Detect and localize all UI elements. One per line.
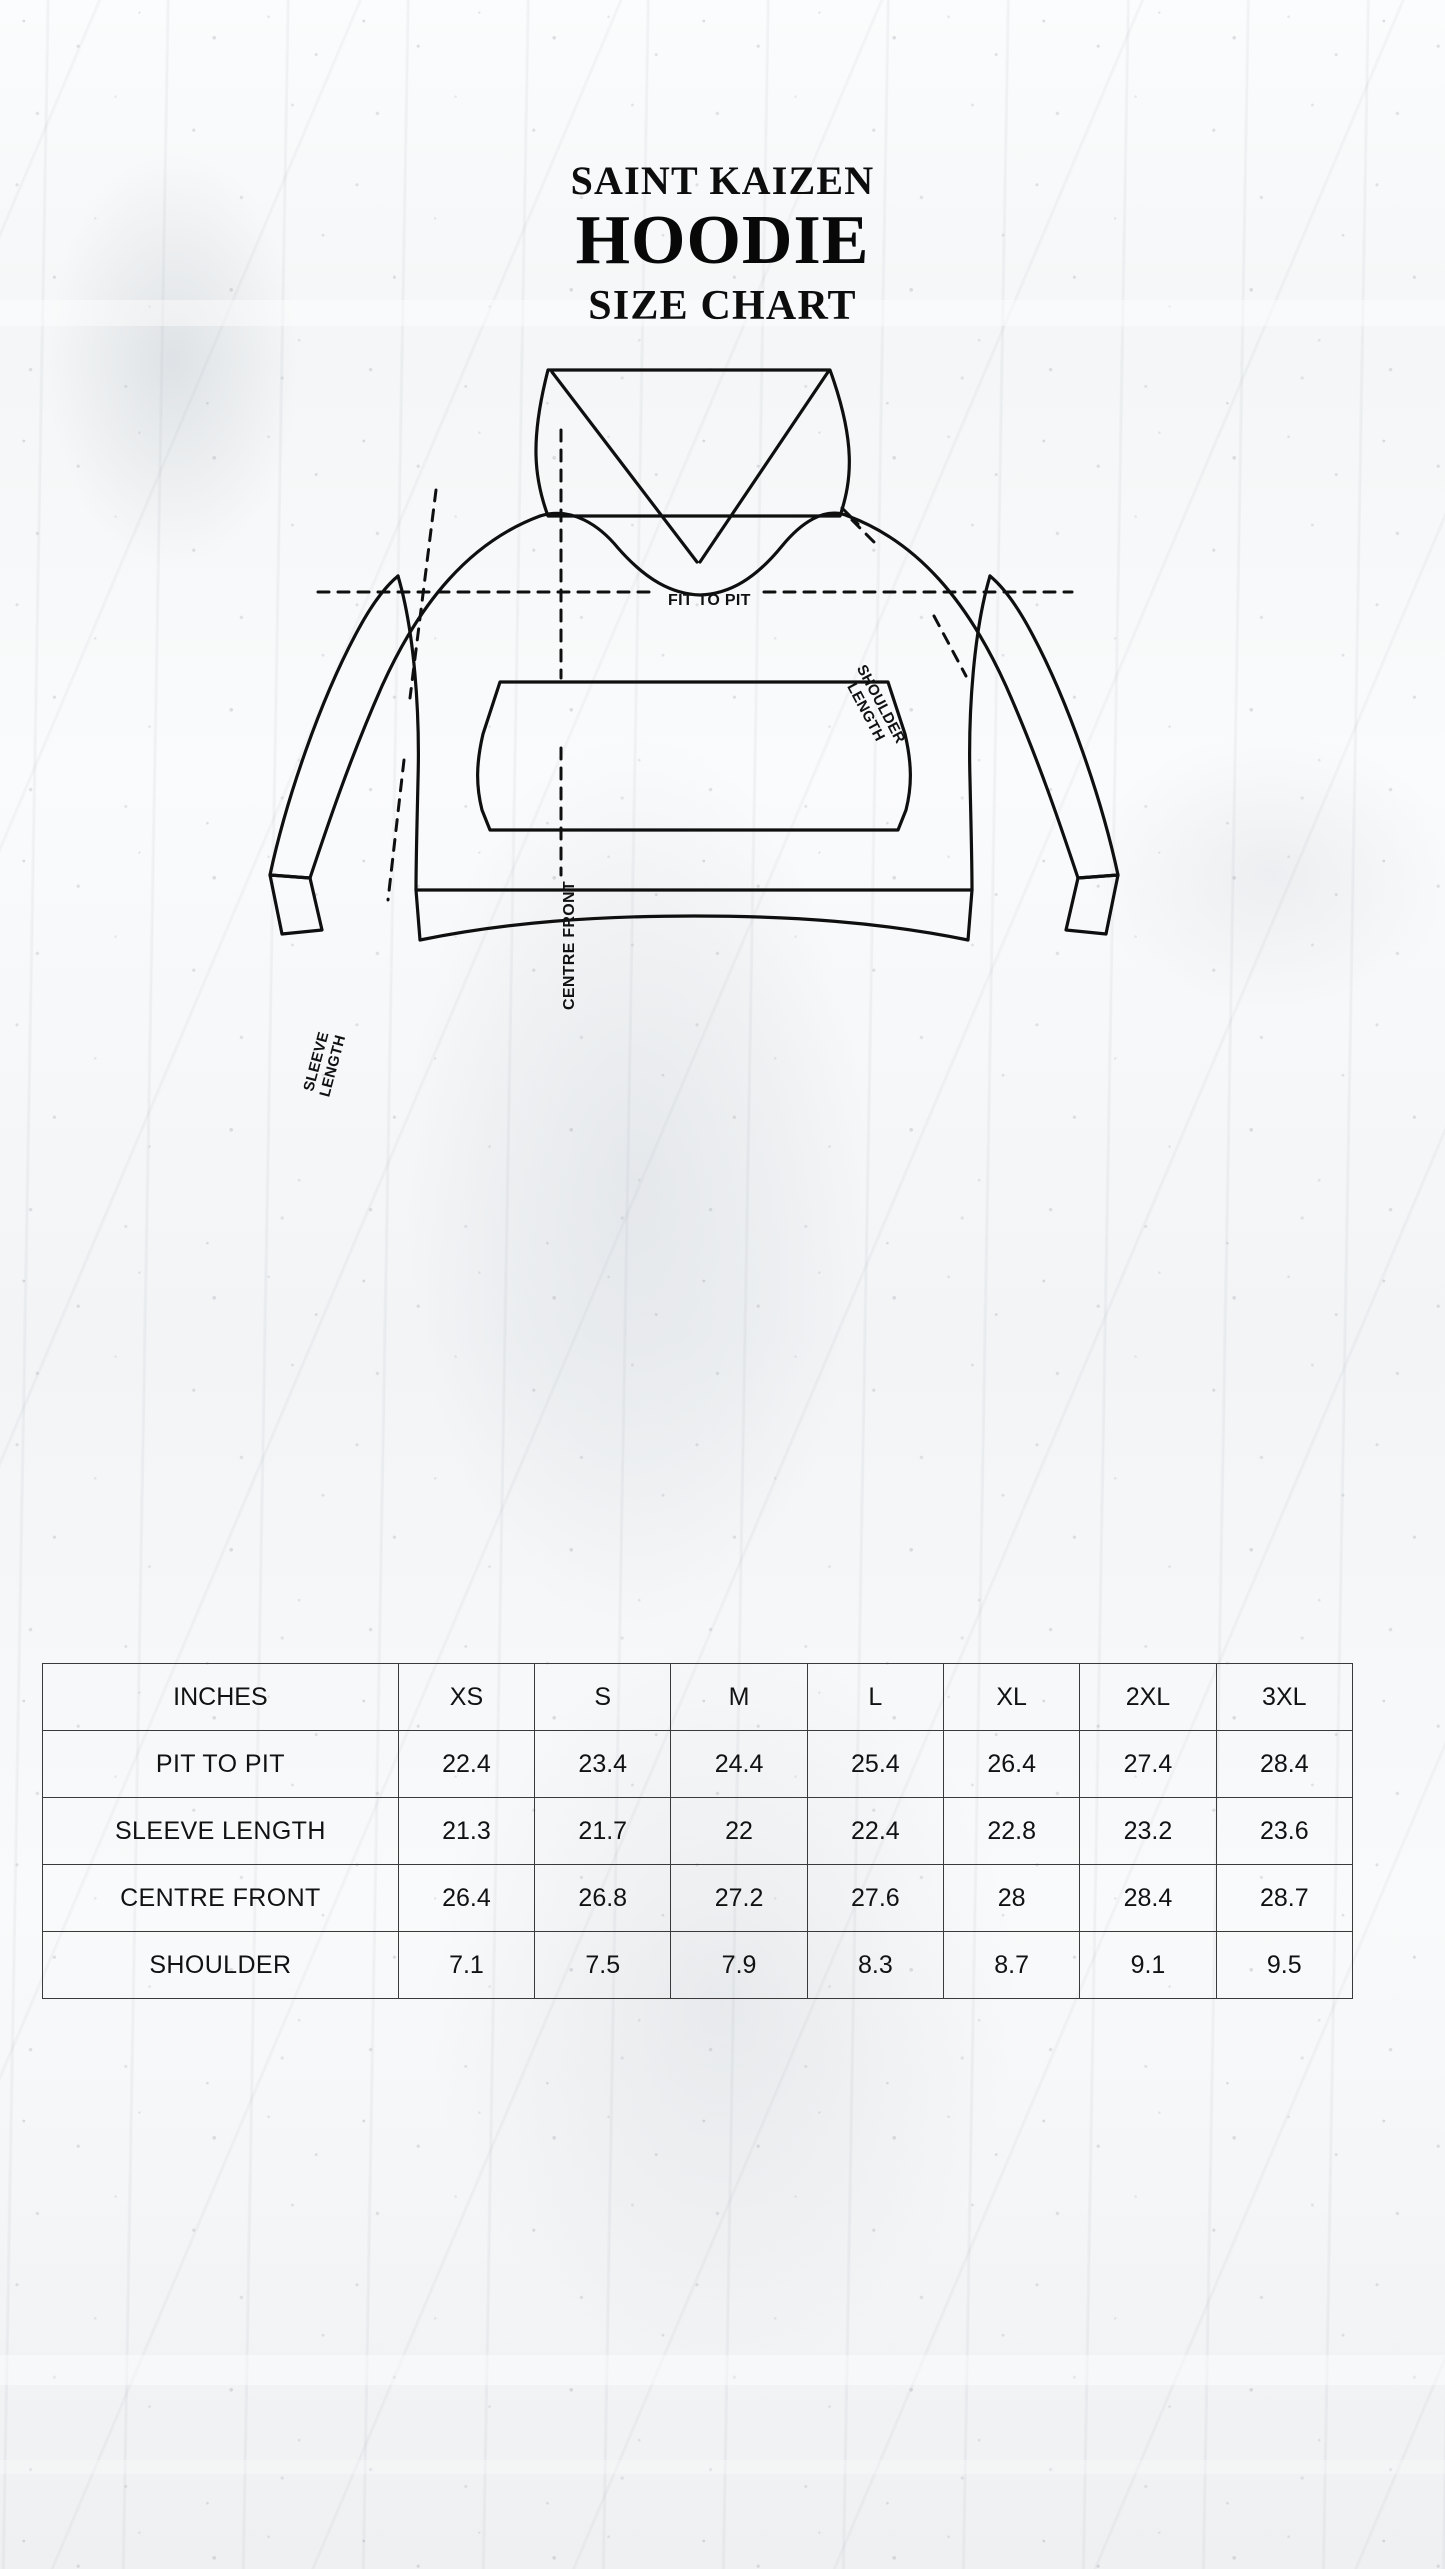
header-size-l: L: [806, 1663, 945, 1731]
row-label-centre-front: CENTRE FRONT: [42, 1864, 399, 1932]
cell-shoulder-3xl: 9.5: [1215, 1931, 1354, 1999]
hood-outline: [534, 368, 851, 518]
page-subtitle: SIZE CHART: [588, 283, 857, 330]
cell-shoulder-s: 7.5: [534, 1931, 672, 1999]
cell-sleeve-length-l: 22.4: [806, 1797, 945, 1865]
cell-pit-to-pit-3xl: 28.4: [1215, 1730, 1354, 1798]
cell-pit-to-pit-xl: 26.4: [942, 1730, 1081, 1798]
right-sleeve-under: [988, 574, 1120, 880]
left-body-side: [396, 574, 420, 892]
cell-centre-front-s: 26.8: [534, 1864, 672, 1932]
cell-sleeve-length-m: 22: [670, 1797, 808, 1865]
cell-shoulder-xl: 8.7: [942, 1931, 1081, 1999]
sleeve-length-guide-upper: [408, 488, 438, 700]
cell-sleeve-length-s: 21.7: [534, 1797, 672, 1865]
label-fit-to-pit: FIT TO PIT: [668, 592, 751, 609]
header-size-m: M: [670, 1663, 808, 1731]
cell-shoulder-l: 8.3: [806, 1931, 945, 1999]
neckline: [538, 511, 850, 597]
cell-pit-to-pit-s: 23.4: [534, 1730, 672, 1798]
cell-pit-to-pit-xs: 22.4: [397, 1730, 536, 1798]
right-shoulder-sleeve-top: [846, 514, 1080, 880]
hood-seam-left: [550, 370, 699, 564]
cell-shoulder-m: 7.9: [670, 1931, 808, 1999]
kangaroo-pocket: [476, 680, 912, 832]
header-size-xl: XL: [942, 1663, 1081, 1731]
cell-sleeve-length-3xl: 23.6: [1215, 1797, 1354, 1865]
header-size-3xl: 3XL: [1215, 1663, 1354, 1731]
left-shoulder-sleeve-top: [308, 514, 542, 880]
header-size-xs: XS: [397, 1663, 536, 1731]
table-row: SHOULDER 7.1 7.5 7.9 8.3 8.7 9.1 9.5: [42, 1931, 1354, 1999]
shoulder-length-guide-lower: [932, 614, 968, 678]
table-row: PIT TO PIT 22.4 23.4 24.4 25.4 26.4 27.4…: [42, 1730, 1354, 1798]
cell-sleeve-length-xl: 22.8: [942, 1797, 1081, 1865]
row-label-pit-to-pit: PIT TO PIT: [42, 1730, 399, 1798]
cell-pit-to-pit-l: 25.4: [806, 1730, 945, 1798]
cell-pit-to-pit-m: 24.4: [670, 1730, 808, 1798]
cell-pit-to-pit-2xl: 27.4: [1079, 1730, 1217, 1798]
shoulder-tick: [840, 506, 860, 526]
size-chart-table-wrapper: INCHES XS S M L XL 2XL 3XL PIT TO PIT 22…: [42, 1663, 1354, 1999]
left-sleeve-under: [268, 574, 400, 880]
cell-sleeve-length-2xl: 23.2: [1079, 1797, 1217, 1865]
brand-name: SAINT KAIZEN: [570, 158, 875, 203]
cell-centre-front-xs: 26.4: [397, 1864, 536, 1932]
right-body-side: [968, 574, 992, 892]
cell-centre-front-m: 27.2: [670, 1864, 808, 1932]
sleeve-length-guide-lower: [386, 758, 406, 902]
label-centre-front: CENTRE FRONT: [561, 881, 578, 1010]
hood-seam-right: [698, 370, 830, 564]
size-chart-table: INCHES XS S M L XL 2XL 3XL PIT TO PIT 22…: [42, 1663, 1354, 1999]
table-header-row: INCHES XS S M L XL 2XL 3XL: [42, 1663, 1354, 1731]
table-row: SLEEVE LENGTH 21.3 21.7 22 22.4 22.8 23.…: [42, 1797, 1354, 1865]
cell-shoulder-2xl: 9.1: [1079, 1931, 1217, 1999]
cell-sleeve-length-xs: 21.3: [397, 1797, 536, 1865]
waistband: [414, 888, 974, 942]
page-title: HOODIE: [575, 202, 870, 279]
header-size-2xl: 2XL: [1079, 1663, 1217, 1731]
cell-shoulder-xs: 7.1: [397, 1931, 536, 1999]
cell-centre-front-2xl: 28.4: [1079, 1864, 1217, 1932]
table-row: CENTRE FRONT 26.4 26.8 27.2 27.6 28 28.4…: [42, 1864, 1354, 1932]
cell-centre-front-3xl: 28.7: [1215, 1864, 1354, 1932]
header-size-s: S: [534, 1663, 672, 1731]
header-unit: INCHES: [42, 1663, 399, 1731]
title-block: SAINT KAIZEN HOODIE SIZE CHART: [0, 158, 1445, 330]
left-cuff: [268, 873, 324, 936]
right-cuff: [1064, 873, 1120, 936]
row-label-shoulder: SHOULDER: [42, 1931, 399, 1999]
row-label-sleeve-length: SLEEVE LENGTH: [42, 1797, 399, 1865]
cell-centre-front-l: 27.6: [806, 1864, 945, 1932]
cell-centre-front-xl: 28: [942, 1864, 1081, 1932]
hoodie-illustration: [0, 330, 1445, 970]
